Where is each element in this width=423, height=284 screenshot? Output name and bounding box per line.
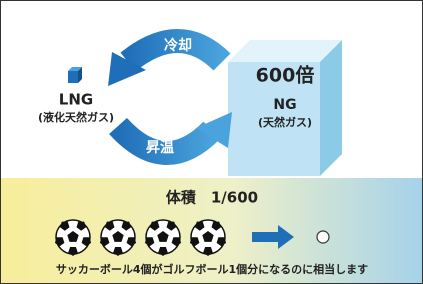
warming-label: 昇温	[146, 140, 174, 156]
lng-label: LNG	[59, 91, 93, 109]
cooling-label: 冷却	[164, 37, 192, 54]
volume-caption: サッカーボール4個がゴルフボール1個分になるのに相当します	[56, 262, 368, 276]
ng-label: NG	[273, 97, 296, 113]
ng-sublabel: (天然ガス)	[258, 115, 312, 129]
diagram: LNG (液化天然ガス) 600倍 NG (天然ガス) 冷却 昇温 体積 1/6…	[0, 0, 423, 284]
lng-sublabel: (液化天然ガス)	[38, 110, 114, 124]
golf-ball	[317, 231, 329, 243]
volume-title: 体積 1/600	[166, 189, 258, 207]
page: {"diagram": { "lng": {"label": "LNG", "s…	[0, 0, 423, 284]
lng-cube	[68, 67, 82, 83]
ng-ratio: 600倍	[256, 64, 315, 87]
